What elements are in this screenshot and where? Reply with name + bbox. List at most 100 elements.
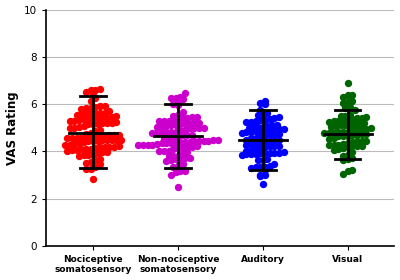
Point	[165, 119, 172, 123]
Point	[184, 132, 190, 137]
Point	[163, 130, 170, 134]
Point	[156, 119, 162, 124]
Point	[177, 169, 184, 173]
Point	[255, 125, 261, 129]
Point	[154, 130, 160, 135]
Point	[170, 165, 176, 170]
Point	[99, 116, 106, 121]
Point	[88, 98, 94, 103]
Point	[276, 151, 282, 155]
Point	[189, 144, 195, 149]
Point	[179, 133, 186, 138]
Point	[260, 157, 266, 162]
Point	[262, 98, 268, 103]
Point	[340, 172, 346, 176]
Point	[352, 122, 358, 126]
Point	[248, 147, 254, 152]
Point	[88, 131, 94, 136]
Point	[64, 136, 70, 141]
Point	[90, 153, 96, 157]
Point	[179, 150, 186, 155]
Point	[116, 132, 122, 137]
Point	[191, 121, 198, 125]
Point	[354, 139, 360, 143]
Point	[260, 125, 266, 129]
Point	[189, 132, 195, 137]
Point	[92, 88, 98, 92]
Point	[196, 126, 202, 130]
Point	[184, 149, 190, 154]
Point	[184, 116, 190, 120]
Point	[262, 164, 268, 169]
Point	[62, 143, 68, 148]
Point	[118, 137, 124, 142]
Point	[276, 115, 282, 119]
Point	[330, 148, 337, 153]
Point	[177, 128, 184, 132]
Point	[179, 116, 186, 121]
Point	[248, 129, 254, 134]
Point	[182, 140, 188, 144]
Point	[104, 149, 110, 154]
Point	[182, 128, 188, 132]
Point	[170, 136, 176, 141]
Point	[90, 117, 96, 121]
Point	[78, 106, 84, 111]
Point	[182, 168, 188, 173]
Point	[175, 98, 181, 103]
Point	[108, 115, 115, 119]
Point	[257, 134, 264, 138]
Point	[271, 133, 278, 137]
Point	[88, 106, 94, 110]
Point	[94, 121, 101, 126]
Point	[271, 162, 278, 166]
Point	[276, 143, 282, 148]
Point	[344, 134, 351, 138]
Point	[253, 136, 259, 140]
Point	[257, 108, 264, 112]
Point	[347, 113, 353, 118]
Point	[179, 162, 186, 166]
Point	[76, 118, 82, 123]
Point	[349, 150, 356, 155]
Point	[78, 147, 84, 151]
Point	[250, 125, 257, 130]
Point	[257, 128, 264, 133]
Point	[243, 130, 250, 134]
Point	[340, 142, 346, 146]
Point	[170, 154, 176, 158]
Point	[97, 162, 103, 167]
Point	[85, 139, 92, 143]
Point	[363, 138, 370, 143]
Point	[271, 115, 278, 120]
Point	[104, 115, 110, 120]
Point	[90, 122, 96, 127]
Point	[97, 134, 103, 139]
Point	[80, 140, 87, 144]
Point	[196, 139, 202, 143]
Point	[83, 160, 89, 165]
Point	[333, 124, 339, 129]
Point	[260, 112, 266, 116]
Point	[64, 149, 70, 153]
Point	[175, 134, 181, 139]
Point	[253, 146, 259, 150]
Point	[94, 116, 101, 121]
Point	[363, 127, 370, 131]
Point	[271, 151, 278, 155]
Point	[113, 114, 120, 118]
Point	[172, 157, 179, 161]
Point	[238, 131, 245, 135]
Point	[358, 116, 365, 120]
Point	[340, 134, 346, 138]
Point	[186, 156, 193, 160]
Point	[80, 117, 87, 122]
Point	[330, 136, 337, 141]
Point	[257, 101, 264, 105]
Point	[80, 123, 87, 128]
Point	[163, 141, 170, 145]
Point	[335, 146, 342, 151]
Point	[363, 115, 370, 120]
Point	[116, 144, 122, 148]
Point	[321, 131, 328, 136]
